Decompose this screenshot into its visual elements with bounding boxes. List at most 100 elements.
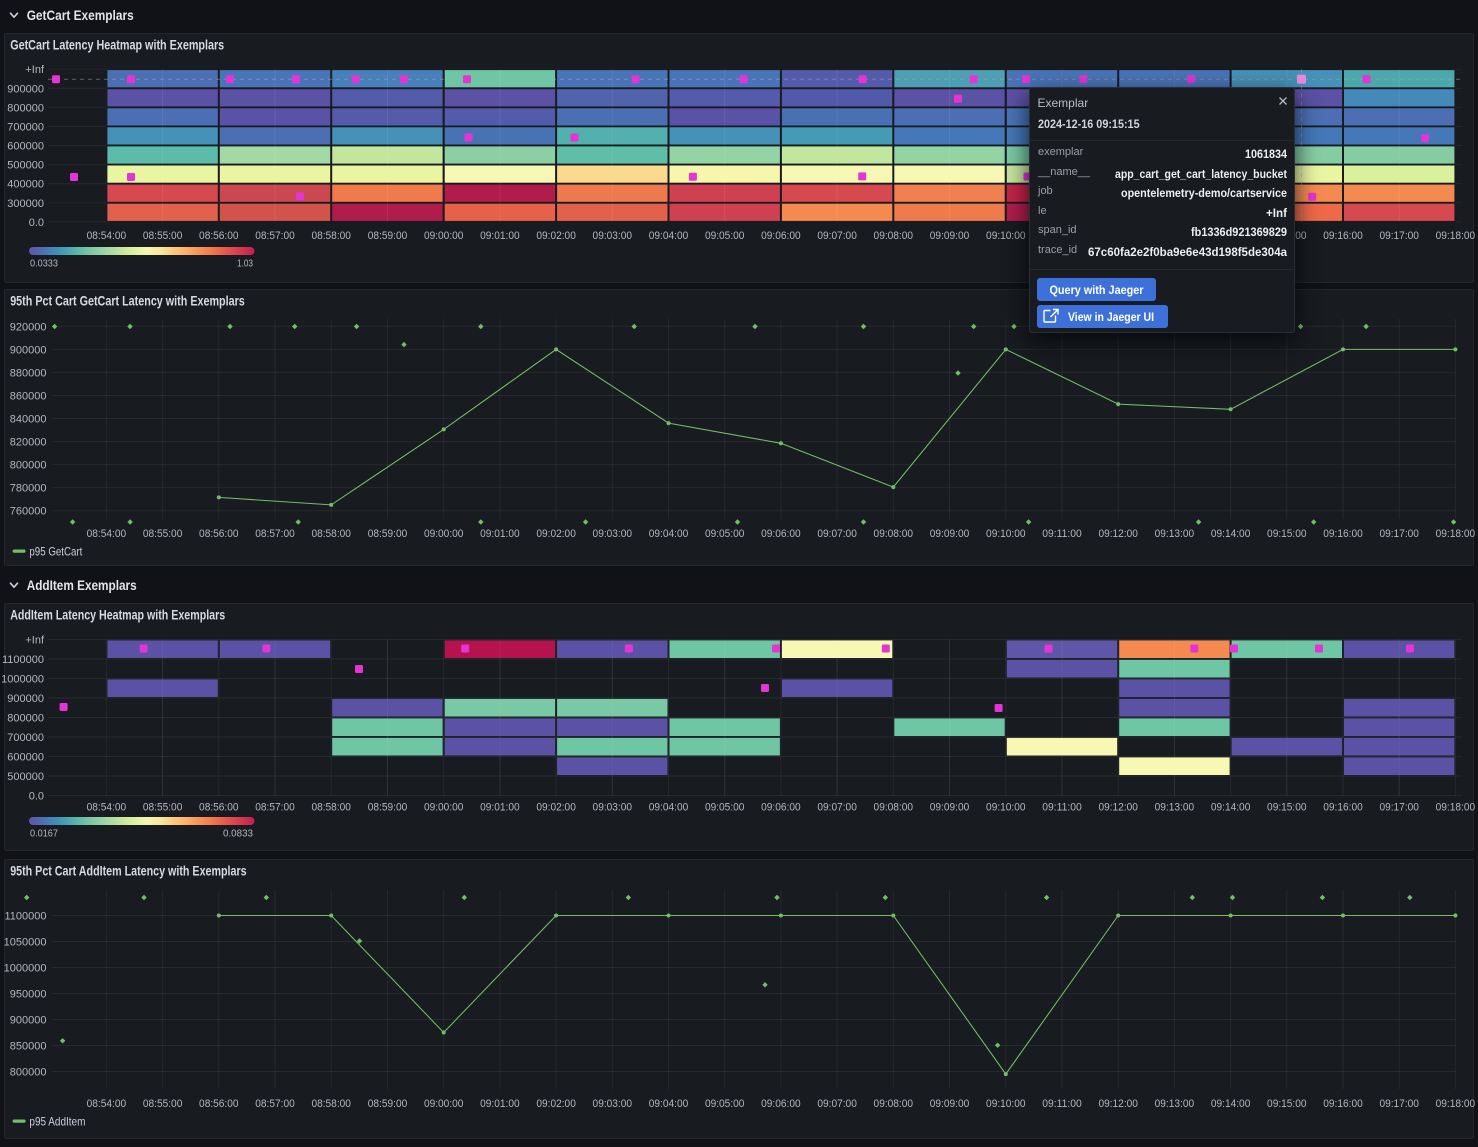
svg-text:820000: 820000: [10, 437, 47, 449]
svg-text:09:07:00: 09:07:00: [817, 802, 857, 814]
svg-text:09:06:00: 09:06:00: [761, 230, 801, 242]
svg-text:09:16:00: 09:16:00: [1323, 230, 1363, 242]
svg-text:08:55:00: 08:55:00: [143, 230, 183, 242]
svg-text:09:08:00: 09:08:00: [874, 528, 914, 540]
svg-text:08:57:00: 08:57:00: [255, 1098, 295, 1110]
svg-text:08:55:00: 08:55:00: [143, 528, 183, 540]
svg-text:09:03:00: 09:03:00: [593, 230, 633, 242]
svg-text:09:04:00: 09:04:00: [649, 230, 689, 242]
svg-text:900000: 900000: [10, 344, 47, 356]
svg-text:800000: 800000: [10, 460, 47, 472]
svg-text:09:09:00: 09:09:00: [930, 528, 970, 540]
svg-text:900000: 900000: [10, 1015, 47, 1027]
svg-text:+Inf: +Inf: [25, 635, 45, 647]
svg-text:09:15:00: 09:15:00: [1267, 1098, 1307, 1110]
svg-text:860000: 860000: [10, 391, 47, 403]
svg-text:1050000: 1050000: [4, 937, 47, 949]
svg-text:08:54:00: 08:54:00: [87, 802, 127, 814]
svg-text:950000: 950000: [10, 989, 47, 1001]
svg-text:09:10:00: 09:10:00: [986, 802, 1026, 814]
svg-text:09:04:00: 09:04:00: [649, 1098, 689, 1110]
svg-text:GetCart Latency Heatmap with E: GetCart Latency Heatmap with Exemplars: [10, 38, 224, 53]
svg-text:08:55:00: 08:55:00: [143, 802, 183, 814]
svg-text:09:18:00: 09:18:00: [1436, 230, 1476, 242]
svg-text:09:09:00: 09:09:00: [930, 230, 970, 242]
svg-text:09:02:00: 09:02:00: [536, 1098, 576, 1110]
svg-text:p95 AddItem: p95 AddItem: [29, 1115, 85, 1129]
svg-text:400000: 400000: [7, 179, 44, 191]
svg-text:09:04:00: 09:04:00: [649, 528, 689, 540]
svg-text:08:54:00: 08:54:00: [87, 230, 127, 242]
svg-text:09:17:00: 09:17:00: [1379, 230, 1419, 242]
svg-text:08:59:00: 08:59:00: [368, 802, 408, 814]
svg-text:2024-12-16 09:15:15: 2024-12-16 09:15:15: [1038, 117, 1140, 131]
svg-text:0.0833: 0.0833: [223, 828, 253, 840]
svg-text:1100000: 1100000: [2, 654, 44, 666]
svg-text:09:00:00: 09:00:00: [424, 230, 464, 242]
svg-text:09:14:00: 09:14:00: [1211, 528, 1251, 540]
svg-text:09:16:00: 09:16:00: [1323, 802, 1363, 814]
svg-text:08:57:00: 08:57:00: [255, 230, 295, 242]
svg-text:09:05:00: 09:05:00: [705, 528, 745, 540]
svg-text:09:02:00: 09:02:00: [536, 802, 576, 814]
svg-text:1000000: 1000000: [4, 963, 47, 975]
svg-text:67c60fa2e2f0ba9e6e43d198f5de30: 67c60fa2e2f0ba9e6e43d198f5de304a: [1088, 247, 1287, 259]
svg-text:0.0167: 0.0167: [30, 828, 58, 840]
svg-text:300000: 300000: [7, 198, 44, 210]
svg-text:09:01:00: 09:01:00: [480, 1098, 520, 1110]
svg-text:09:10:00: 09:10:00: [986, 230, 1026, 242]
svg-text:09:17:00: 09:17:00: [1379, 528, 1419, 540]
svg-text:08:57:00: 08:57:00: [255, 802, 295, 814]
svg-text:09:08:00: 09:08:00: [874, 802, 914, 814]
svg-text:View in Jaeger UI: View in Jaeger UI: [1068, 310, 1154, 324]
svg-text:09:07:00: 09:07:00: [817, 230, 857, 242]
svg-text:08:55:00: 08:55:00: [143, 1098, 183, 1110]
svg-text:+Inf: +Inf: [1266, 208, 1287, 220]
svg-text:p95 GetCart: p95 GetCart: [29, 545, 83, 559]
svg-text:09:12:00: 09:12:00: [1098, 1098, 1138, 1110]
svg-text:500000: 500000: [7, 771, 44, 783]
svg-text:08:59:00: 08:59:00: [368, 528, 408, 540]
svg-text:09:02:00: 09:02:00: [536, 230, 576, 242]
svg-text:app_cart_get_cart_latency_buck: app_cart_get_cart_latency_bucket: [1115, 169, 1287, 181]
svg-text:08:58:00: 08:58:00: [311, 528, 351, 540]
svg-text:09:03:00: 09:03:00: [593, 528, 633, 540]
svg-text:09:06:00: 09:06:00: [761, 1098, 801, 1110]
svg-text:GetCart Exemplars: GetCart Exemplars: [27, 7, 134, 23]
svg-text:09:09:00: 09:09:00: [930, 1098, 970, 1110]
svg-text:08:56:00: 08:56:00: [199, 1098, 239, 1110]
svg-text:09:05:00: 09:05:00: [705, 1098, 745, 1110]
svg-text:800000: 800000: [7, 102, 44, 114]
svg-text:09:16:00: 09:16:00: [1323, 528, 1363, 540]
svg-text:09:13:00: 09:13:00: [1155, 802, 1195, 814]
svg-text:08:54:00: 08:54:00: [87, 528, 127, 540]
svg-text:800000: 800000: [10, 1067, 47, 1079]
svg-text:09:08:00: 09:08:00: [874, 1098, 914, 1110]
svg-text:08:59:00: 08:59:00: [368, 230, 408, 242]
svg-text:09:09:00: 09:09:00: [930, 802, 970, 814]
svg-text:09:03:00: 09:03:00: [593, 1098, 633, 1110]
svg-text:08:59:00: 08:59:00: [368, 1098, 408, 1110]
svg-text:09:17:00: 09:17:00: [1379, 802, 1419, 814]
svg-text:1100000: 1100000: [4, 911, 46, 923]
svg-text:09:12:00: 09:12:00: [1098, 528, 1138, 540]
svg-text:08:54:00: 08:54:00: [87, 1098, 127, 1110]
svg-text:AddItem Exemplars: AddItem Exemplars: [27, 577, 137, 593]
svg-text:09:05:00: 09:05:00: [705, 802, 745, 814]
svg-text:09:01:00: 09:01:00: [480, 230, 520, 242]
svg-text:780000: 780000: [10, 483, 47, 495]
svg-text:0.0333: 0.0333: [30, 258, 58, 270]
svg-text:09:00:00: 09:00:00: [424, 528, 464, 540]
svg-text:09:04:00: 09:04:00: [649, 802, 689, 814]
svg-text:09:11:00: 09:11:00: [1042, 528, 1082, 540]
svg-text:Query with Jaeger: Query with Jaeger: [1049, 283, 1143, 297]
svg-text:09:13:00: 09:13:00: [1155, 1098, 1195, 1110]
svg-text:08:56:00: 08:56:00: [199, 802, 239, 814]
svg-text:09:06:00: 09:06:00: [761, 802, 801, 814]
svg-text:0.0: 0.0: [29, 791, 44, 803]
svg-text:opentelemetry-demo/cartservice: opentelemetry-demo/cartservice: [1121, 188, 1287, 200]
svg-text:09:01:00: 09:01:00: [480, 802, 520, 814]
svg-text:08:56:00: 08:56:00: [199, 528, 239, 540]
svg-text:700000: 700000: [7, 732, 44, 744]
svg-text:09:14:00: 09:14:00: [1211, 1098, 1251, 1110]
